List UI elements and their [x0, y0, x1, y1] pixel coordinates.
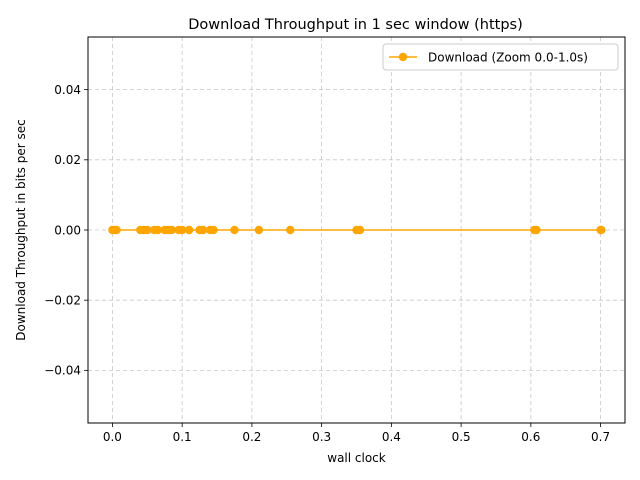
- y-tick-label: 0.00: [54, 223, 81, 237]
- y-tick-label: −0.02: [44, 293, 81, 307]
- x-tick-label: 0.3: [312, 430, 331, 444]
- y-axis-label: Download Throughput in bits per sec: [14, 119, 28, 340]
- y-tick-label: 0.04: [54, 83, 81, 97]
- x-tick-label: 0.6: [521, 430, 540, 444]
- x-tick-label: 0.5: [452, 430, 471, 444]
- x-tick-label: 0.4: [382, 430, 401, 444]
- ticks: 0.0 0.1 0.2 0.3 0.4 0.5 0.6 0.7 −0.04 −0.02 0.00 0.…: [44, 83, 610, 444]
- x-tick-label: 0.1: [173, 430, 192, 444]
- data-point: [167, 225, 176, 235]
- data-point: [184, 225, 194, 235]
- x-tick-label: 0.0: [103, 430, 122, 444]
- x-axis-label: wall clock: [327, 451, 386, 465]
- data-point: [153, 225, 162, 235]
- y-tick-label: −0.04: [44, 364, 81, 378]
- data-point: [355, 225, 365, 235]
- legend: Download (Zoom 0.0-1.0s): [382, 43, 619, 71]
- data-point: [177, 225, 187, 235]
- chart-title: Download Throughput in 1 sec window (htt…: [188, 17, 523, 33]
- data-point: [597, 225, 606, 235]
- legend-label: Download (Zoom 0.0-1.0s): [428, 51, 588, 65]
- legend-marker-swatch: [398, 52, 408, 62]
- data-point: [112, 225, 121, 235]
- y-tick-label: 0.02: [54, 153, 81, 167]
- x-tick-label: 0.2: [242, 430, 261, 444]
- data-point: [209, 225, 218, 235]
- data-point: [198, 225, 208, 235]
- plot-frame: [87, 36, 626, 424]
- data-point: [143, 225, 152, 235]
- data-point: [230, 225, 239, 235]
- legend-box: [382, 43, 619, 71]
- data-point: [254, 225, 264, 235]
- data-point: [286, 225, 295, 235]
- x-tick-label: 0.7: [591, 430, 610, 444]
- series-layer: [108, 225, 606, 235]
- data-point: [532, 225, 541, 235]
